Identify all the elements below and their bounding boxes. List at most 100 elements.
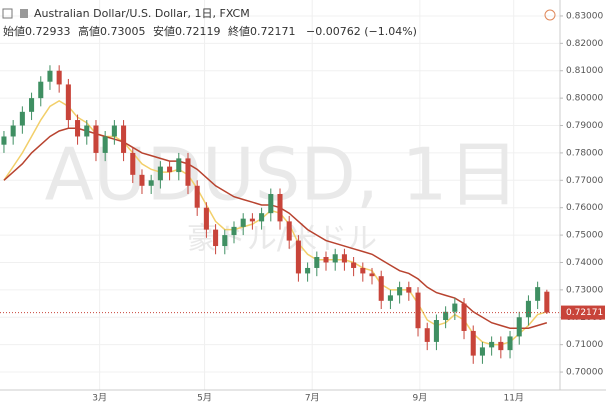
candle-body [351,262,357,268]
symbol-icon[interactable] [20,9,28,18]
y-tick-label: 0.75000 [566,231,603,241]
y-tick-label: 0.71000 [566,340,603,350]
x-tick-label: 9月 [412,393,427,404]
candle-body [139,174,145,186]
y-tick-label: 0.83000 [566,11,603,21]
candle-body [360,267,366,274]
open-value: 0.72933 [25,25,71,38]
candle-body [268,194,274,214]
candle-body [332,254,338,263]
candle-body [489,341,495,348]
candle-body [19,111,25,126]
low-label: 安値 [153,24,175,38]
candle-body [93,125,99,153]
candle-body [102,136,108,153]
candle-body [378,276,384,301]
y-tick-label: 0.82000 [566,39,603,49]
candle-body [305,267,311,274]
candle-body [240,218,246,227]
open-label: 始値 [3,24,25,38]
candle-body [56,70,62,85]
candle-body [203,207,209,230]
candle-body [1,136,7,145]
x-tick-label: 5月 [197,393,212,404]
candle-body [479,347,485,356]
candle-body [148,180,154,186]
plot [0,65,560,364]
candle-body [387,295,393,301]
candle-body [295,240,301,274]
candle-body [121,125,127,153]
candle-body [535,287,541,301]
close-value: 0.72171 [250,25,296,38]
candle-body [470,330,476,356]
candle-body [130,152,136,175]
candle-body [176,158,182,173]
candle-body [406,287,412,293]
low-value: 0.72119 [175,25,221,38]
high-value: 0.73005 [100,25,146,38]
symbol-title: Australian Dollar/U.S. Dollar, 1日, FXCM [34,7,250,20]
y-tick-label: 0.73000 [566,285,603,295]
candle-body [231,226,237,236]
last-price-box [561,305,605,320]
x-tick-label: 7月 [305,393,320,404]
y-tick-label: 0.76000 [566,203,603,213]
candle-body [84,125,90,137]
candle-body [397,287,403,296]
candle-body [433,320,439,342]
candle-body [29,98,35,112]
y-tick-label: 0.77000 [566,176,603,186]
candle-body [213,229,219,247]
candle-body [443,311,449,320]
last-price-label: 0.72171 [566,308,603,318]
close-label: 終値 [228,24,250,38]
y-tick-label: 0.79000 [566,121,603,131]
grid [0,0,560,390]
candle-body [194,185,200,208]
candle-body [314,257,320,268]
watermark-sub: 豪ドル/米ドル [187,222,377,257]
candle-body [259,213,265,222]
candle-body [507,336,513,351]
candle-body [516,317,522,337]
candle-body [65,84,71,121]
candle-body [38,81,44,99]
y-tick-label: 0.81000 [566,66,603,76]
candle-body [461,303,467,331]
y-tick-label: 0.78000 [566,148,603,158]
candle-body [249,218,255,222]
candle-body [111,125,117,137]
candle-body [369,273,375,277]
candle-body [452,303,458,312]
ohlc-header: 始値 0.72933 高値 0.73005 安値 0.72119 終値 0.72… [3,24,417,38]
y-tick-label: 0.80000 [566,94,603,104]
candle-body [47,70,53,82]
x-tick-label: 11月 [503,393,523,404]
x-tick-label: 3月 [92,393,107,404]
alert-icon[interactable] [544,9,556,21]
expand-icon[interactable] [2,8,13,19]
candle-body [185,158,191,186]
candle-body [525,300,531,318]
axes: 0.700000.710000.720000.730000.740000.750… [92,11,605,404]
candle-body [167,166,173,173]
candle-body [286,221,292,241]
candle-body [498,341,504,351]
high-label: 高値 [78,24,100,38]
candle-body [323,257,329,263]
candle-body [75,120,81,137]
candle-body [277,194,283,222]
change: −0.00762 (−1.04%) [306,25,417,38]
candle-body [341,254,347,263]
candle-body [415,292,421,329]
y-tick-label: 0.70000 [566,368,603,378]
candle-body [544,291,550,313]
candle-body [157,166,163,181]
candle-body [10,125,16,137]
candle-body [222,235,228,247]
candle-body [424,328,430,342]
y-tick-label: 0.74000 [566,258,603,268]
